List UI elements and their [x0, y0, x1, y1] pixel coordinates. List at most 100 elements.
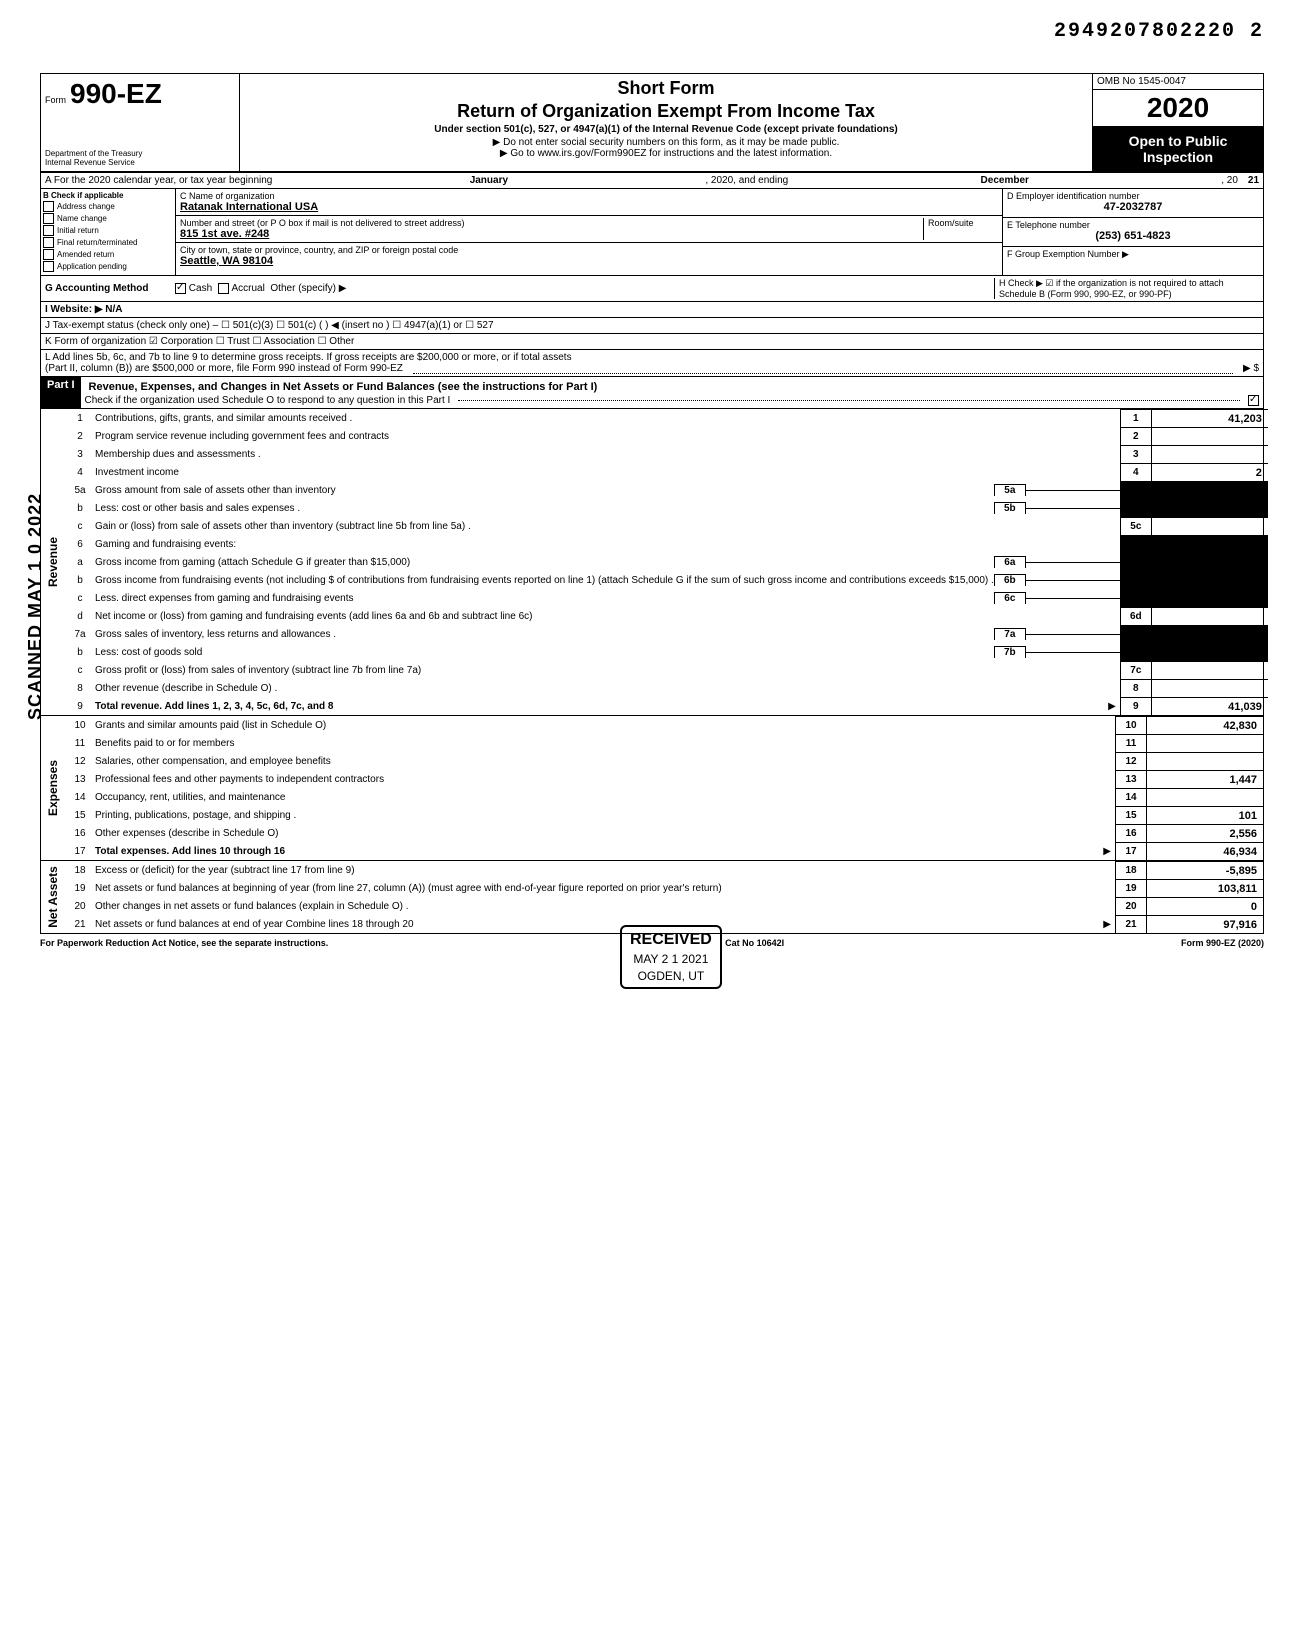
cb-final-return[interactable]: Final return/terminated	[43, 237, 173, 248]
cb-cash[interactable]	[175, 283, 186, 294]
dept-treasury: Department of the Treasury	[45, 149, 235, 158]
right-value	[1147, 752, 1263, 770]
line-description: Net assets or fund balances at beginning…	[95, 883, 1115, 894]
short-form-label: Short Form	[248, 78, 1084, 99]
cb-initial-return[interactable]: Initial return	[43, 225, 173, 236]
mid-value	[1026, 580, 1120, 581]
right-value	[1152, 661, 1268, 679]
right-value	[1152, 517, 1268, 535]
cb-pending[interactable]: Application pending	[43, 261, 173, 272]
line-l: L Add lines 5b, 6c, and 7b to line 9 to …	[40, 350, 1264, 377]
line-number: 9	[65, 701, 95, 712]
table-row: bLess: cost of goods sold7b	[65, 643, 1268, 661]
right-box: 17	[1115, 842, 1147, 860]
form-header-center: Short Form Return of Organization Exempt…	[240, 74, 1092, 171]
line-number: 17	[65, 846, 95, 857]
right-box: 2	[1120, 427, 1152, 445]
right-value	[1152, 553, 1268, 571]
omb-number: OMB No 1545-0047	[1093, 74, 1263, 90]
line-number: c	[65, 521, 95, 532]
right-value: 103,811	[1147, 879, 1263, 897]
line-description: Gross amount from sale of assets other t…	[95, 485, 994, 496]
line-description: Professional fees and other payments to …	[95, 774, 1115, 785]
org-city: Seattle, WA 98104	[180, 255, 998, 267]
line-description: Gain or (loss) from sale of assets other…	[95, 521, 1120, 532]
form-number: 990-EZ	[70, 78, 162, 110]
org-info-block: B Check if applicable Address change Nam…	[40, 189, 1264, 275]
right-value	[1152, 445, 1268, 463]
line-number: d	[65, 611, 95, 622]
table-row: 13Professional fees and other payments t…	[65, 770, 1263, 788]
cb-accrual[interactable]	[218, 283, 229, 294]
table-row: 20Other changes in net assets or fund ba…	[65, 897, 1263, 915]
line-number: 6	[65, 539, 95, 550]
table-row: 5aGross amount from sale of assets other…	[65, 481, 1268, 499]
table-row: 10Grants and similar amounts paid (list …	[65, 716, 1263, 734]
col-b-title: B Check if applicable	[43, 191, 173, 200]
right-value	[1147, 734, 1263, 752]
right-box	[1120, 535, 1152, 553]
right-value	[1152, 625, 1268, 643]
tax-year-start: January	[272, 175, 705, 186]
phone: (253) 651-4823	[1007, 230, 1259, 242]
table-row: 11Benefits paid to or for members11	[65, 734, 1263, 752]
right-value	[1152, 481, 1268, 499]
right-box: 5c	[1120, 517, 1152, 535]
right-box: 8	[1120, 679, 1152, 697]
line-description: Occupancy, rent, utilities, and maintena…	[95, 792, 1115, 803]
netassets-section: Net Assets 18Excess or (deficit) for the…	[40, 861, 1264, 934]
addr-label: Number and street (or P O box if mail is…	[180, 218, 923, 228]
right-box	[1120, 571, 1152, 589]
cb-schedule-o[interactable]	[1248, 395, 1259, 406]
table-row: 4Investment income42	[65, 463, 1268, 481]
line-description: Less: cost or other basis and sales expe…	[95, 503, 994, 514]
table-row: 15Printing, publications, postage, and s…	[65, 806, 1263, 824]
line-number: 12	[65, 756, 95, 767]
line-description: Salaries, other compensation, and employ…	[95, 756, 1115, 767]
table-row: cGross profit or (loss) from sales of in…	[65, 661, 1268, 679]
received-title: RECEIVED	[630, 929, 712, 951]
footer-mid: Cat No 10642I	[725, 938, 784, 948]
cb-amended[interactable]: Amended return	[43, 249, 173, 260]
line-number: 20	[65, 901, 95, 912]
right-box	[1120, 553, 1152, 571]
line-description: Less. direct expenses from gaming and fu…	[95, 593, 994, 604]
cb-address-change[interactable]: Address change	[43, 201, 173, 212]
line-description: Total expenses. Add lines 10 through 16 …	[95, 846, 1115, 857]
line-description: Membership dues and assessments .	[95, 449, 1120, 460]
table-row: cLess. direct expenses from gaming and f…	[65, 589, 1268, 607]
right-value: 46,934	[1147, 842, 1263, 860]
line-description: Other revenue (describe in Schedule O) .	[95, 683, 1120, 694]
city-row: City or town, state or province, country…	[176, 243, 1002, 269]
line-description: Printing, publications, postage, and shi…	[95, 810, 1115, 821]
right-value: 1,447	[1147, 770, 1263, 788]
tax-year: 2020	[1093, 90, 1263, 127]
right-value	[1152, 499, 1268, 517]
right-value: 41,203	[1152, 409, 1268, 427]
right-box: 20	[1115, 897, 1147, 915]
cb-name-change[interactable]: Name change	[43, 213, 173, 224]
right-box	[1120, 625, 1152, 643]
col-c: C Name of organization Ratanak Internati…	[176, 189, 1002, 275]
phone-cell: E Telephone number (253) 651-4823	[1003, 218, 1263, 247]
line-l-arrow: ▶ $	[1243, 363, 1259, 374]
mid-value	[1026, 634, 1120, 635]
mid-value	[1026, 508, 1120, 509]
form-header-left: Form 990-EZ Department of the Treasury I…	[41, 74, 240, 171]
line-description: Net assets or fund balances at end of ye…	[95, 919, 1115, 930]
right-box: 13	[1115, 770, 1147, 788]
line-description: Contributions, gifts, grants, and simila…	[95, 413, 1120, 424]
right-value	[1152, 589, 1268, 607]
line-description: Other expenses (describe in Schedule O)	[95, 828, 1115, 839]
line-number: b	[65, 503, 95, 514]
org-name-row: C Name of organization Ratanak Internati…	[176, 189, 1002, 216]
revenue-lines: 1Contributions, gifts, grants, and simil…	[65, 409, 1268, 715]
line-number: 15	[65, 810, 95, 821]
table-row: 8Other revenue (describe in Schedule O) …	[65, 679, 1268, 697]
right-box: 3	[1120, 445, 1152, 463]
part1-check-text: Check if the organization used Schedule …	[85, 395, 451, 406]
table-row: 19Net assets or fund balances at beginni…	[65, 879, 1263, 897]
right-value: 0	[1147, 897, 1263, 915]
mid-box: 6b	[994, 574, 1026, 586]
table-row: cGain or (loss) from sale of assets othe…	[65, 517, 1268, 535]
